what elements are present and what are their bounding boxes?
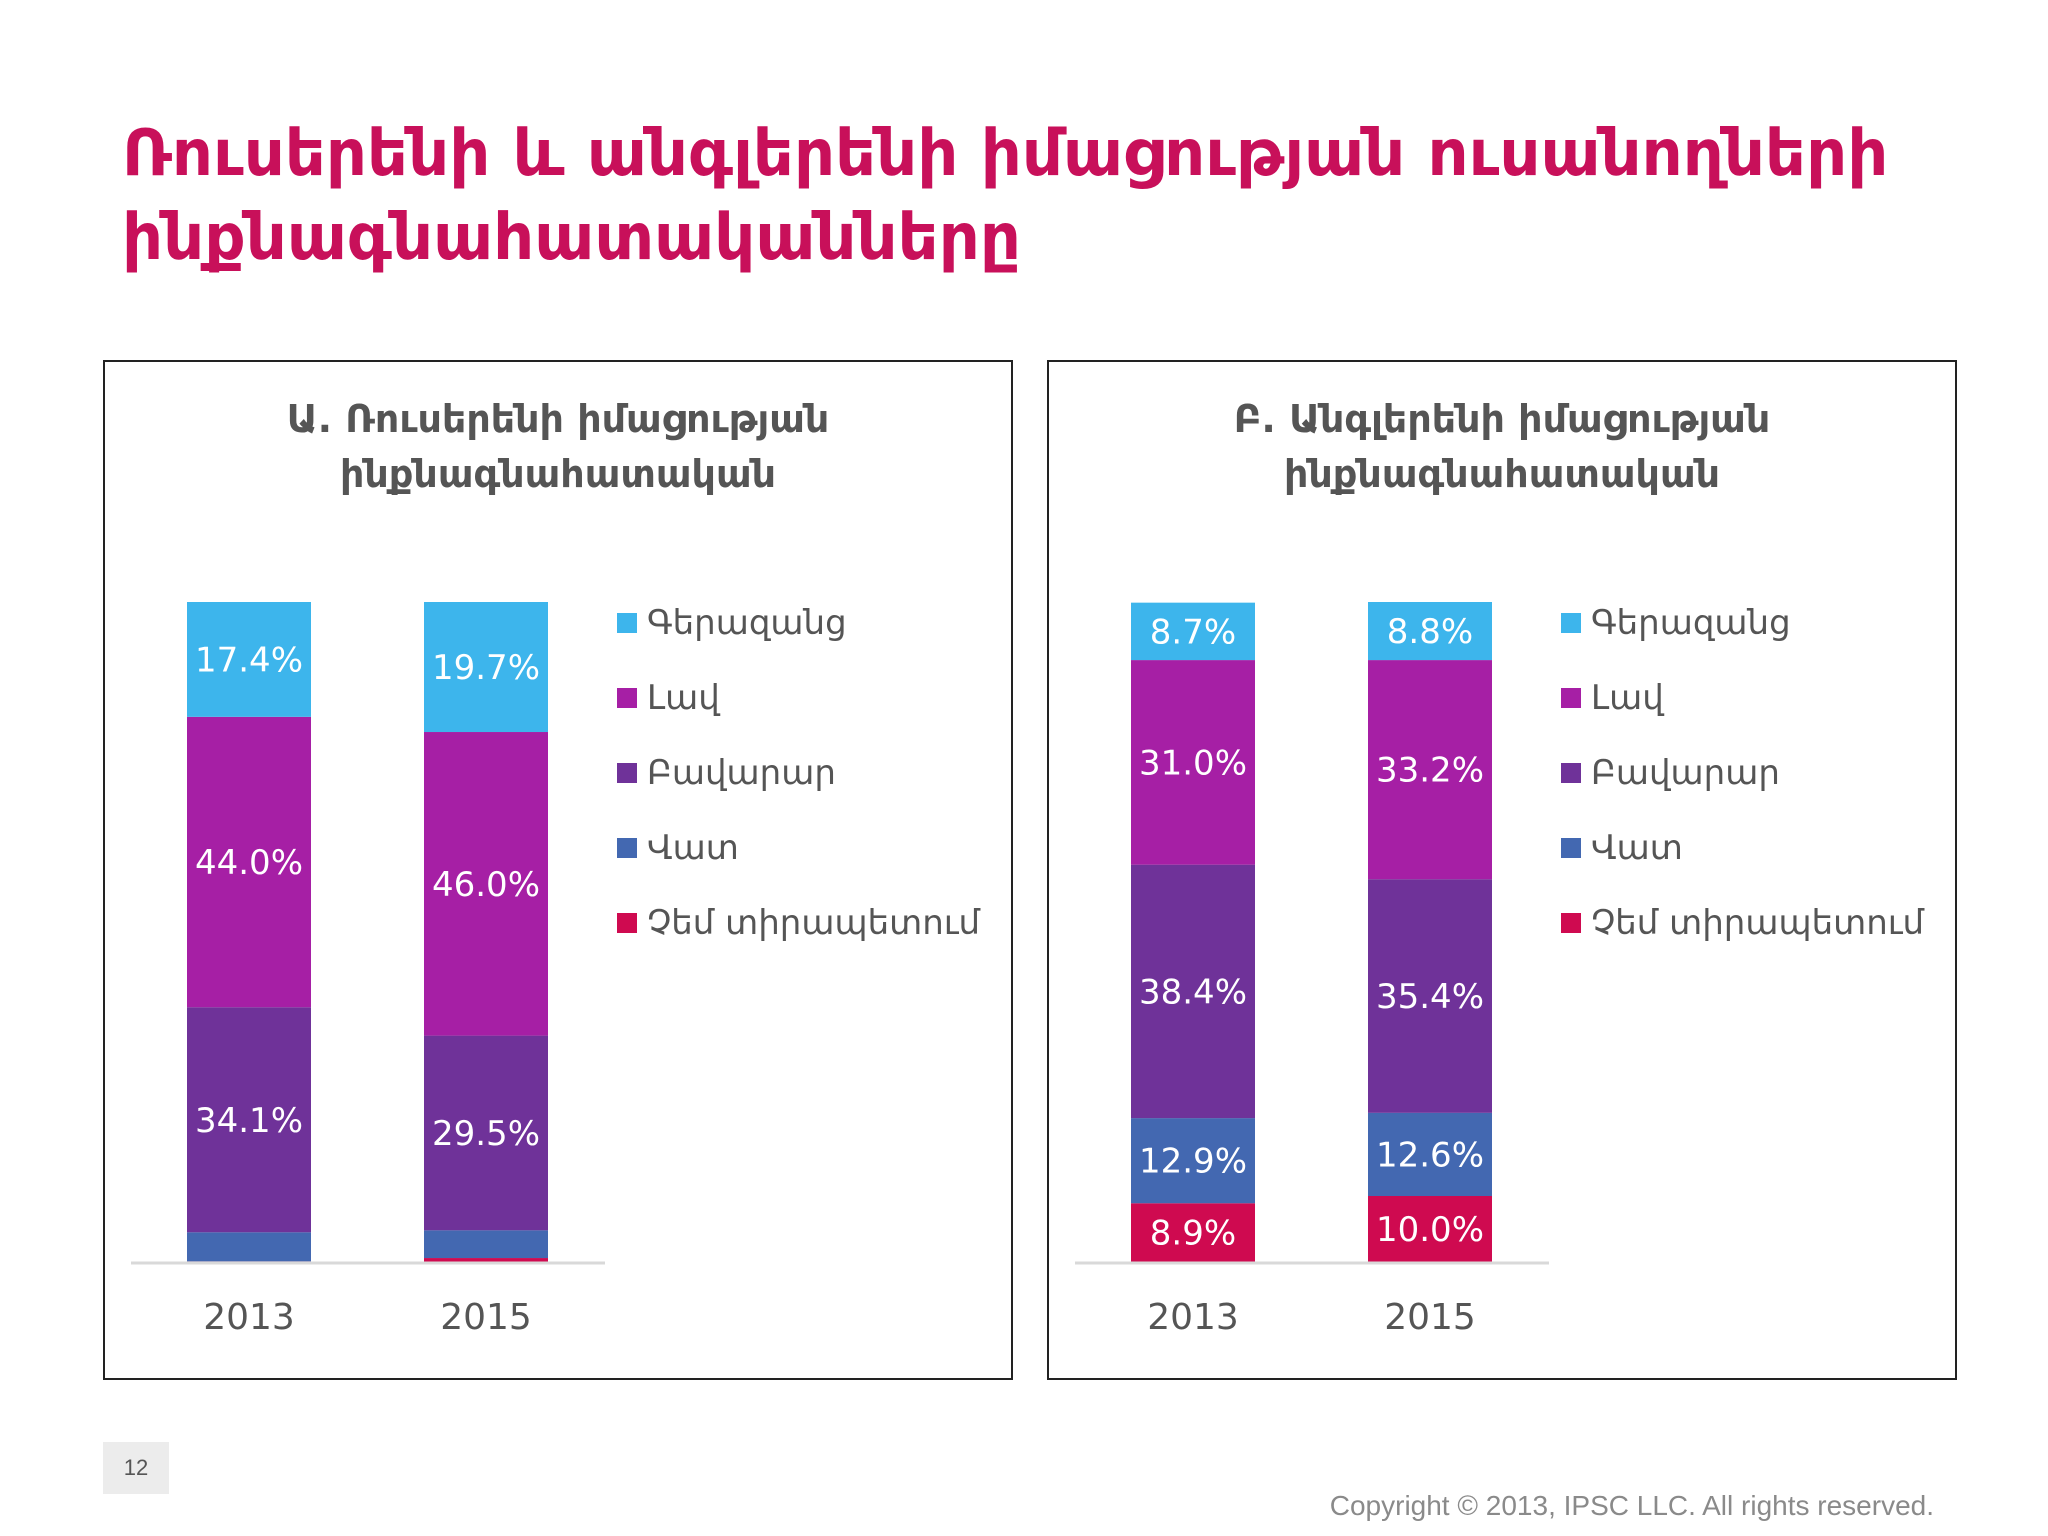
legend-label: Վատ <box>1591 828 1683 868</box>
chart-title-line-2: ինքնագնահատական <box>1284 452 1720 496</box>
bar-segment <box>424 732 548 1036</box>
legend-label: Բավարար <box>647 753 836 793</box>
bar-segment <box>1368 660 1492 880</box>
legend-swatch <box>617 913 637 933</box>
data-label: 31.0% <box>1139 743 1247 783</box>
chart-title-line-1: Բ. Անգլերենի իմացության <box>1234 397 1771 441</box>
bar-segment <box>1368 602 1492 661</box>
page-number: 12 <box>103 1442 169 1494</box>
data-label: 8.7% <box>1150 612 1236 652</box>
slide-title-line-1: Ռուսերենի և անգլերենի իմացության ուսանող… <box>122 117 1889 191</box>
legend-swatch <box>1561 913 1581 933</box>
bar-segment <box>1131 864 1255 1119</box>
data-label: 35.4% <box>1376 977 1484 1017</box>
category-label: 2015 <box>1384 1297 1476 1338</box>
legend-label: Չեմ տիրապետում <box>647 903 981 943</box>
chart-panel-english: Բ. Անգլերենի իմացության ինքնագնահատական 8.… <box>1047 360 1957 1380</box>
data-label: 17.4% <box>195 640 303 680</box>
data-label: 19.7% <box>432 648 540 688</box>
legend-swatch <box>1561 838 1581 858</box>
bar-segment <box>1368 1196 1492 1262</box>
category-label: 2013 <box>1147 1297 1239 1338</box>
chart-title-line-2: ինքնագնահատական <box>340 452 776 496</box>
data-label: 10.0% <box>1376 1210 1484 1250</box>
legend-label: Չեմ տիրապետում <box>1591 903 1925 943</box>
copyright-notice: Copyright © 2013, IPSC LLC. All rights r… <box>1329 1490 1934 1521</box>
bar-segment <box>424 1258 548 1262</box>
bar-segment <box>187 716 311 1008</box>
legend-swatch <box>617 763 637 783</box>
data-label: 12.6% <box>1376 1135 1484 1175</box>
chart-title-line-1: Ա. Ռուսերենի իմացության <box>287 397 830 441</box>
legend-label: Գերազանց <box>647 603 847 643</box>
bar-segment <box>424 1035 548 1231</box>
legend-swatch <box>1561 763 1581 783</box>
bar-segment <box>187 1232 311 1262</box>
category-label: 2013 <box>203 1297 295 1338</box>
english-proficiency-chart: Բ. Անգլերենի իմացության ինքնագնահատական 8.… <box>1075 397 1925 1338</box>
data-label: 44.0% <box>195 843 303 883</box>
data-label: 34.1% <box>195 1101 303 1141</box>
slide-title: Ռուսերենի և անգլերենի իմացության ուսանող… <box>122 112 1922 280</box>
legend-label: Բավարար <box>1591 753 1780 793</box>
bar-segment <box>1131 602 1255 661</box>
data-label: 46.0% <box>432 865 540 905</box>
legend-label: Վատ <box>647 828 739 868</box>
data-label: 12.9% <box>1139 1142 1247 1182</box>
legend-label: Լավ <box>1591 678 1664 718</box>
legend-swatch <box>1561 688 1581 708</box>
legend-swatch <box>1561 613 1581 633</box>
bar-segment <box>1368 879 1492 1113</box>
legend-swatch <box>617 688 637 708</box>
legend-label: Լավ <box>647 678 720 718</box>
chart-panel-russian: Ա. Ռուսերենի իմացության ինքնագնահատական 34… <box>103 360 1013 1380</box>
bar-segment <box>187 1007 311 1233</box>
legend-swatch <box>617 613 637 633</box>
data-label: 38.4% <box>1139 972 1247 1012</box>
data-label: 8.8% <box>1387 612 1473 652</box>
legend-swatch <box>617 838 637 858</box>
bar-segment <box>1131 1203 1255 1262</box>
bar-segment <box>424 602 548 733</box>
bar-segment <box>1131 1118 1255 1204</box>
category-label: 2015 <box>440 1297 532 1338</box>
data-label: 8.9% <box>1150 1214 1236 1254</box>
data-label: 33.2% <box>1376 751 1484 791</box>
bar-segment <box>187 602 311 717</box>
bar-segment <box>1131 660 1255 865</box>
bar-segment <box>424 1230 548 1259</box>
data-label: 29.5% <box>432 1114 540 1154</box>
legend-label: Գերազանց <box>1591 603 1791 643</box>
slide-title-line-2: ինքնագնահատականները <box>122 201 1021 275</box>
bar-segment <box>1368 1112 1492 1196</box>
russian-proficiency-chart: Ա. Ռուսերենի իմացության ինքնագնահատական 34… <box>131 397 981 1338</box>
